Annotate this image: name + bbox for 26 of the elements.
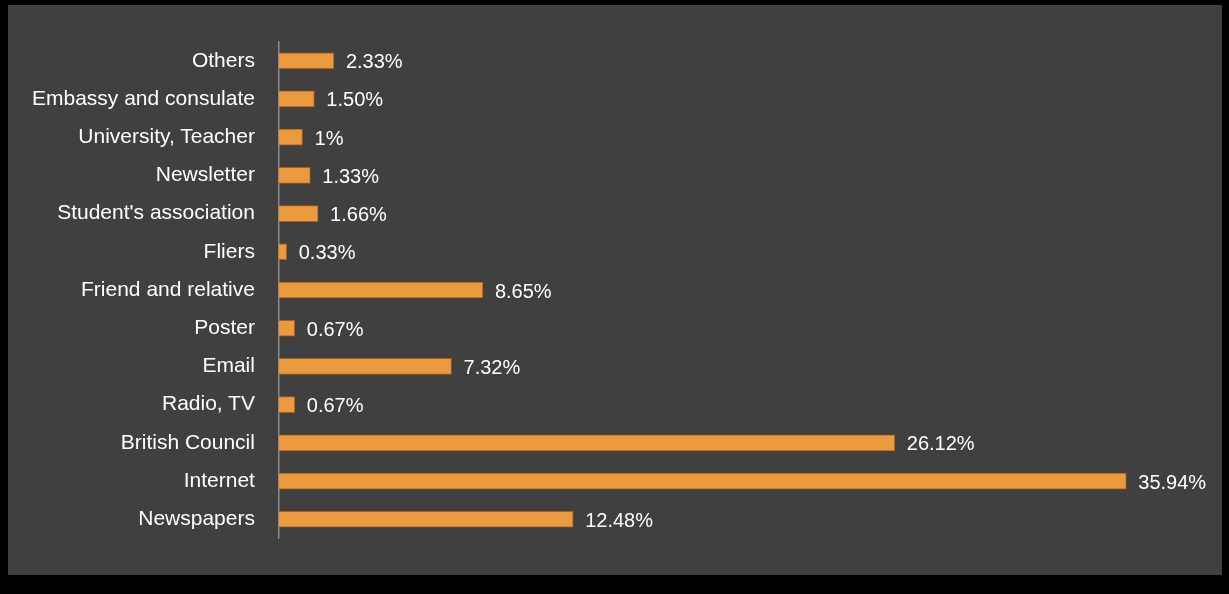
y-tick-label: Others — [191, 47, 255, 71]
data-label: 35.94% — [1138, 470, 1207, 493]
data-label: 1% — [314, 126, 344, 149]
y-tick-label: Fliers — [203, 238, 255, 262]
data-label: 0.67% — [306, 394, 364, 417]
data-label: 26.12% — [906, 432, 975, 455]
y-tick-label: University, Teacher — [78, 123, 255, 147]
data-label: 12.48% — [585, 508, 654, 531]
y-tick-label: Newsletter — [155, 162, 255, 186]
data-label: 0.33% — [298, 241, 356, 264]
y-tick-label: Internet — [183, 467, 256, 491]
y-tick-label: Embassy and consulate — [31, 85, 255, 109]
y-tick-label: Email — [202, 353, 255, 377]
y-tick-label: Student's association — [57, 200, 255, 224]
y-tick-label: British Council — [120, 429, 255, 453]
y-tick-label: Friend and relative — [81, 276, 255, 300]
y-tick-label: Poster — [194, 315, 255, 339]
y-tick-label: Newspapers — [138, 506, 255, 530]
data-label: 7.32% — [463, 355, 521, 378]
data-label: 0.67% — [306, 317, 364, 340]
data-label: 2.33% — [345, 50, 403, 73]
data-label: 1.50% — [326, 88, 384, 111]
data-label: 1.33% — [322, 164, 380, 187]
data-label: 1.66% — [330, 203, 388, 226]
y-tick-label: Radio, TV — [161, 391, 255, 415]
data-label: 8.65% — [494, 279, 552, 302]
